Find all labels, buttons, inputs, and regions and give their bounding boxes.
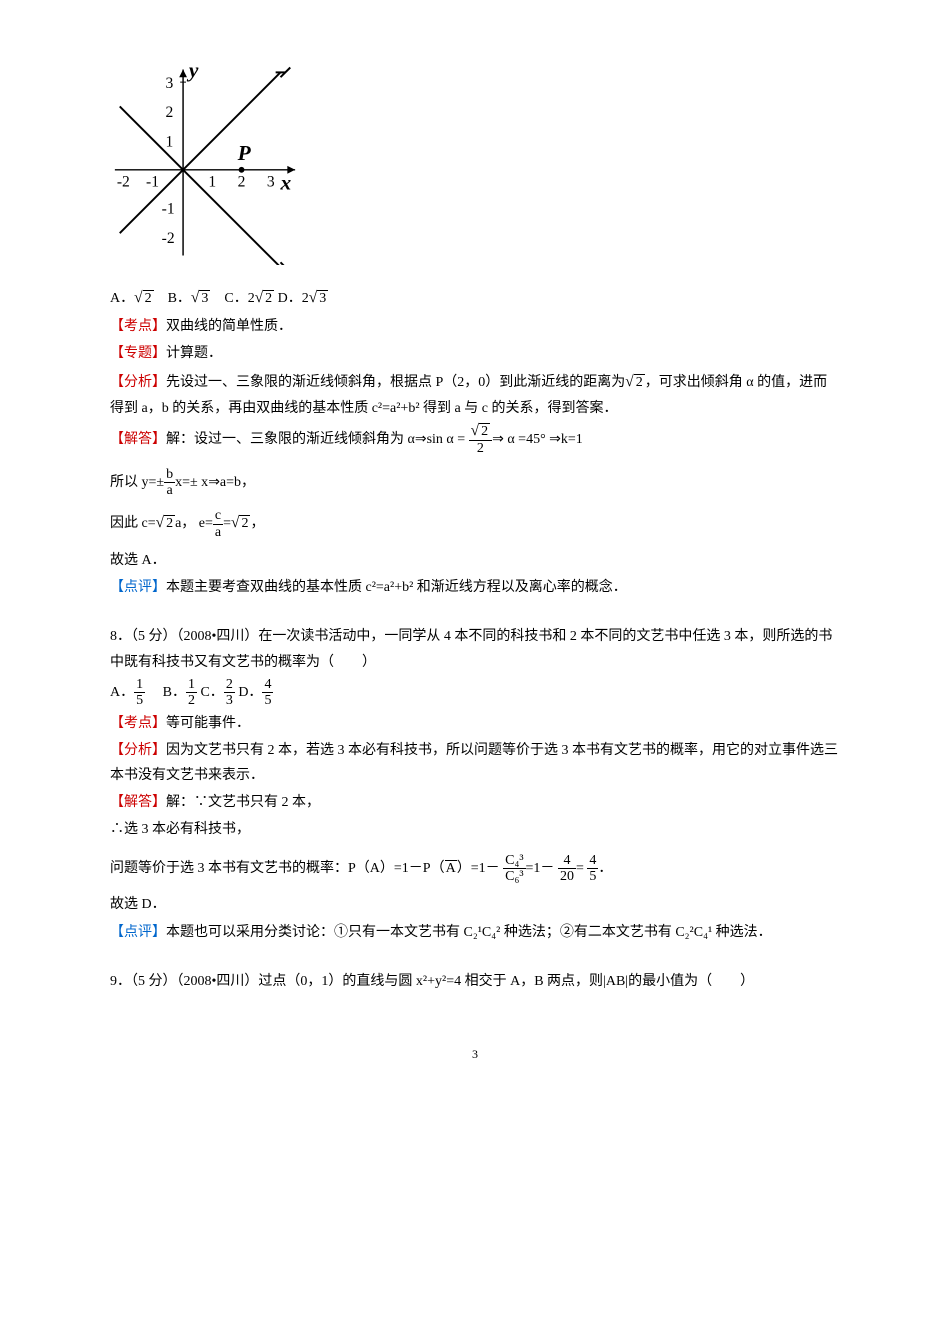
q7-dianping: 【点评】本题主要考查双曲线的基本性质 c²=a²+b² 和渐近线方程以及离心率的… xyxy=(110,575,840,600)
q9-stem: 9．（5 分）（2008•四川）过点（0，1）的直线与圆 x²+y²=4 相交于… xyxy=(110,969,840,994)
fenxi-label: 【分析】 xyxy=(110,375,166,390)
q7-zhuanti: 【专题】计算题． xyxy=(110,341,840,366)
page-number: 3 xyxy=(110,1044,840,1066)
hyperbola-graph: 3 2 1 -1 -2 -2 -1 1 2 3 y x P xyxy=(110,60,840,274)
jieda-label: 【解答】 xyxy=(110,432,166,447)
dianping-label: 【点评】 xyxy=(110,580,166,595)
svg-text:1: 1 xyxy=(166,133,174,150)
svg-text:-1: -1 xyxy=(146,173,159,190)
q7-jieda-1: 【解答】解：设过一、三象限的渐近线倾斜角为 α⇒sin α = 22⇒ α =4… xyxy=(110,423,840,456)
svg-text:P: P xyxy=(237,141,252,165)
svg-text:2: 2 xyxy=(166,104,174,121)
q8-jieda-1: 【解答】解：∵文艺书只有 2 本， xyxy=(110,790,840,815)
q8-options: A．15 B．12 C．23 D．45 xyxy=(110,677,840,709)
svg-text:-2: -2 xyxy=(117,173,130,190)
svg-text:1: 1 xyxy=(208,173,216,190)
q7-fenxi: 【分析】先设过一、三象限的渐近线倾斜角，根据点 P（2，0）到此渐近线的距离为2… xyxy=(110,368,840,421)
kaodian-text: 双曲线的简单性质． xyxy=(166,319,292,334)
svg-text:x: x xyxy=(280,170,292,194)
q8-jieda-2: ∴选 3 本必有科技书， xyxy=(110,817,840,842)
q7-options: A．2 B．3 C．22 D．23 xyxy=(110,284,840,312)
zhuanti-label: 【专题】 xyxy=(110,346,166,361)
q7-jieda-3: 因此 c=2a， e=ca=2， xyxy=(110,508,840,540)
q8-kaodian: 【考点】等可能事件． xyxy=(110,711,840,736)
svg-text:-1: -1 xyxy=(162,201,175,218)
svg-text:y: y xyxy=(186,60,199,82)
svg-text:3: 3 xyxy=(166,75,174,92)
svg-text:-2: -2 xyxy=(162,230,175,247)
svg-text:2: 2 xyxy=(238,173,246,190)
q7-jieda-2: 所以 y=±bax=± x⇒a=b， xyxy=(110,467,840,499)
q8-dianping: 【点评】本题也可以采用分类讨论：①只有一本文艺书有 C₂¹C₄² 种选法；②有二… xyxy=(110,920,840,945)
q8-jieda-4: 故选 D． xyxy=(110,892,840,917)
q8-fenxi: 【分析】因为文艺书只有 2 本，若选 3 本必有科技书，所以问题等价于选 3 本… xyxy=(110,738,840,788)
q7-kaodian: 【考点】双曲线的简单性质． xyxy=(110,314,840,339)
kaodian-label: 【考点】 xyxy=(110,319,166,334)
svg-text:3: 3 xyxy=(267,173,275,190)
q7-jieda-4: 故选 A． xyxy=(110,548,840,573)
q8-jieda-3: 问题等价于选 3 本书有文艺书的概率：P（A）=1－P（A）=1－ C₄³C₆³… xyxy=(110,853,840,885)
zhuanti-text: 计算题． xyxy=(166,346,222,361)
q8-stem: 8．（5 分）（2008•四川）在一次读书活动中，一同学从 4 本不同的科技书和… xyxy=(110,624,840,674)
